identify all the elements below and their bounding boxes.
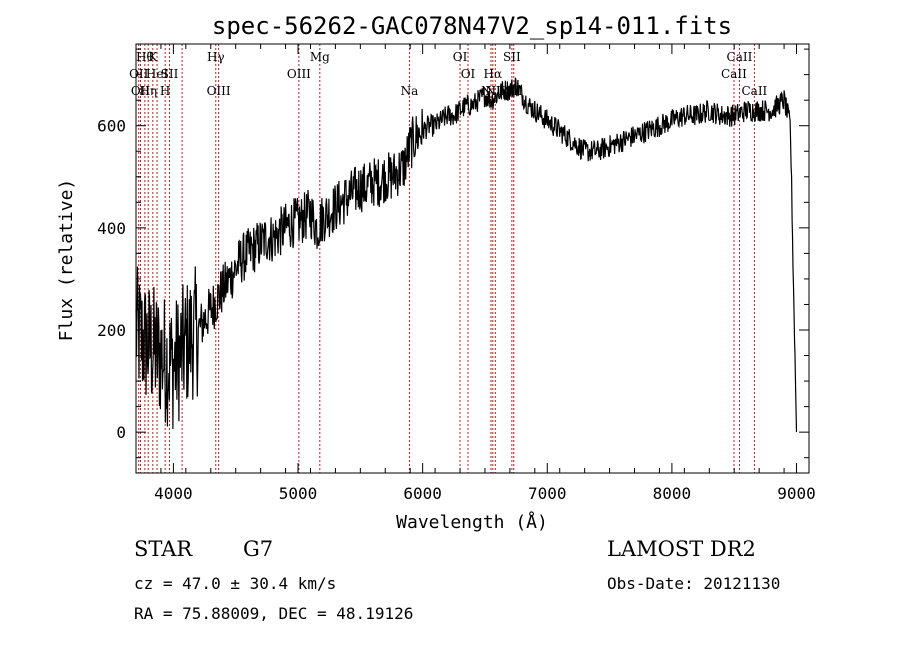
line-label: NII <box>485 84 505 98</box>
line-label: OIII <box>207 84 231 98</box>
line-label: Na <box>401 84 419 98</box>
line-label: OIII <box>287 67 311 81</box>
y-tick-label: 400 <box>97 219 126 238</box>
y-tick-label: 600 <box>97 117 126 136</box>
axes: 4000 5000 6000 7000 8000 9000 0 200 400 600 <box>97 44 816 503</box>
flux-line <box>135 77 798 433</box>
line-label: HeI <box>146 67 169 81</box>
y-axis-label: Flux (relative) <box>56 179 77 342</box>
line-label: Mg <box>310 50 330 64</box>
x-axis-label: Wavelength (Å) <box>396 511 548 533</box>
x-tick-label: 6000 <box>403 484 442 503</box>
flux-series <box>135 77 798 433</box>
line-label: H <box>160 84 170 98</box>
line-label: Hγ <box>207 50 225 64</box>
survey-name: LAMOST DR2 <box>607 537 756 561</box>
subclass: G7 <box>243 537 274 561</box>
line-label: CaII <box>721 67 747 81</box>
line-label: CaII <box>741 84 767 98</box>
line-labels: OII OII Hθ Hη K HeI H SII Hγ OIII OIII Mg Na OI OI NII H… <box>129 50 767 98</box>
redshift-velocity: cz = 47.0 ± 30.4 km/s <box>134 574 337 593</box>
line-label: K <box>148 50 158 64</box>
y-tick-label: 200 <box>97 321 126 340</box>
spectral-line-markers <box>138 44 755 473</box>
observation-date: Obs-Date: 20121130 <box>607 574 781 593</box>
line-label: Hα <box>484 67 503 81</box>
x-tick-label: 8000 <box>653 484 692 503</box>
line-label: OII <box>131 84 151 98</box>
x-tick-label: 7000 <box>528 484 567 503</box>
line-label: Hη <box>139 84 157 98</box>
line-label: CaII <box>727 50 753 64</box>
x-tick-label: 4000 <box>154 484 193 503</box>
x-tick-label: 5000 <box>279 484 318 503</box>
line-label: OII <box>129 67 149 81</box>
line-label: Hθ <box>136 50 154 64</box>
line-label: SII <box>161 67 179 81</box>
coordinates: RA = 75.88009, DEC = 48.19126 <box>134 604 414 623</box>
x-tick-label: 9000 <box>777 484 816 503</box>
line-label: OI <box>461 67 476 81</box>
line-label: OI <box>453 50 468 64</box>
line-label: SII <box>503 50 521 64</box>
chart-title: spec-56262-GAC078N47V2_sp14-011.fits <box>212 12 732 40</box>
object-type: STAR <box>134 537 193 561</box>
plot-frame <box>135 43 810 474</box>
y-tick-label: 0 <box>116 423 126 442</box>
line-label: SII <box>505 84 523 98</box>
line-label: NII <box>481 84 501 98</box>
